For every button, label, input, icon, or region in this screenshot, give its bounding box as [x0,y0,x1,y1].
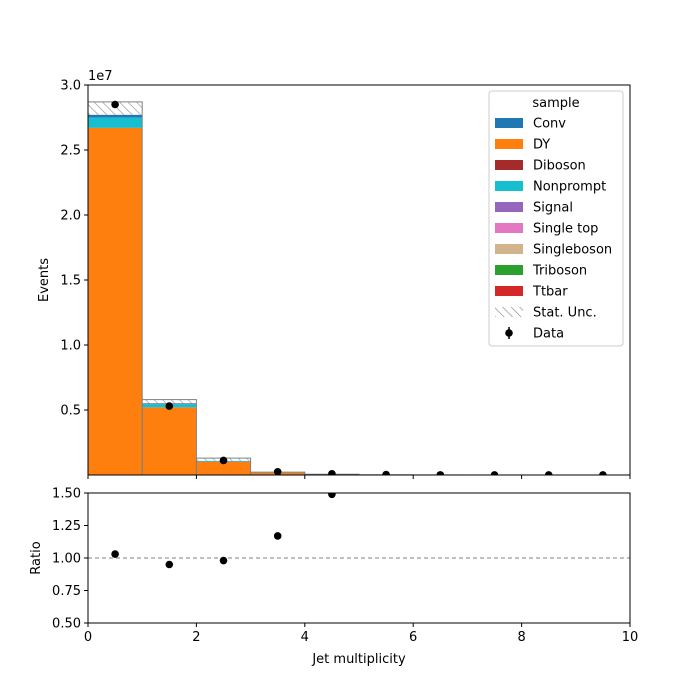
ratio-points [111,493,336,569]
ratio-point-0 [111,550,119,558]
data-point-9 [599,471,607,475]
bar-conv-0 [88,114,143,118]
y-tick-label-5: 3.0 [60,79,81,94]
legend-label-nonprompt: Nonprompt [533,180,606,195]
data-point-0 [111,100,119,109]
legend-label-diboson: Diboson [533,159,586,174]
legend-label-data: Data [533,327,564,342]
legend-label-singleboson: Singleboson [533,243,612,258]
bar-dy-0 [88,127,143,475]
legend-swatch-diboson [495,160,523,170]
x-tick-label-2: 4 [301,630,309,645]
main-panel: 0.5 1.0 1.5 2.0 2.5 3.0 1e7 Events [37,69,631,479]
bar-dy-2 [196,462,251,475]
stack-outline-1 [141,399,197,475]
data-point-1 [165,402,174,410]
legend-label-conv: Conv [533,117,566,132]
x-tick-label-0: 0 [84,630,92,645]
y-tick-label-0: 0.5 [60,404,81,419]
legend-swatch-conv [495,118,523,128]
y-tick-label-2: 1.00 [52,552,81,567]
x-tick-label-3: 6 [409,630,417,645]
main-y-ticks: 0.5 1.0 1.5 2.0 2.5 3.0 [60,79,88,419]
ratio-panel-frame [87,492,631,624]
legend-entries: Conv DY Diboson Nonprompt Signal Single top Si… [495,117,612,342]
data-point-2 [219,456,228,465]
y-tick-label-2: 1.5 [60,274,81,289]
legend-swatch-stat-unc [495,307,523,317]
x-tick-label-5: 10 [622,630,639,645]
legend-title: sample [532,96,579,111]
stat-unc-1 [142,399,197,404]
y-tick-label-1: 0.75 [52,584,81,599]
y-tick-label-4: 1.50 [52,487,81,502]
legend-label-single-top: Single top [533,222,598,237]
y-tick-label-0: 0.50 [52,617,81,632]
ratio-point-2 [219,556,228,565]
y-tick-label-1: 1.0 [60,339,81,354]
data-point-7 [490,471,499,475]
ratio-point-1 [165,560,174,569]
data-point-3 [273,467,282,475]
y-axis-label: Events [37,258,52,302]
legend-swatch-dy [495,139,523,149]
legend-swatch-singleboson [495,244,523,254]
y-offset-label: 1e7 [88,69,113,84]
ratio-point-3 [273,532,282,540]
ratio-point-4 [328,493,336,499]
data-point-6 [436,471,445,475]
legend-label-dy: DY [533,138,550,153]
x-tick-label-1: 2 [192,630,200,645]
y-tick-label-3: 1.25 [52,519,81,534]
main-x-ticks [87,475,631,479]
legend: sample Conv DY Diboson Nonprompt Signal Singl… [488,90,624,347]
legend-swatch-ttbar [495,286,523,296]
stat-unc-0 [88,101,143,115]
data-point-8 [544,471,553,475]
legend-label-stat-unc: Stat. Unc. [533,306,597,321]
bar-nonprompt-0 [88,117,143,128]
ratio-axis-label: Ratio [29,541,44,574]
legend-label-signal: Signal [533,201,573,216]
data-point-5 [382,470,390,475]
legend-frame [488,90,624,347]
ratio-panel: 0.50 0.75 1.00 1.25 1.50 0 2 4 6 8 10 Ratio Jet m… [29,487,638,668]
ratio-y-ticks: 0.50 0.75 1.00 1.25 1.50 [52,487,88,632]
legend-marker-data [505,329,513,337]
legend-label-ttbar: Ttbar [532,285,568,300]
data-points [111,100,607,475]
x-axis-label: Jet multiplicity [311,652,406,667]
legend-swatch-triboson [495,265,523,275]
y-tick-label-3: 2.0 [60,209,81,224]
legend-label-triboson: Triboson [532,264,587,279]
x-tick-label-4: 8 [517,630,525,645]
ratio-x-ticks: 0 2 4 6 8 10 [84,623,638,645]
legend-swatch-nonprompt [495,181,523,191]
bar-dy-1 [142,407,197,475]
y-tick-label-4: 2.5 [60,144,81,159]
data-point-4 [328,470,336,475]
legend-swatch-single-top [495,223,523,233]
legend-swatch-signal [495,202,523,212]
